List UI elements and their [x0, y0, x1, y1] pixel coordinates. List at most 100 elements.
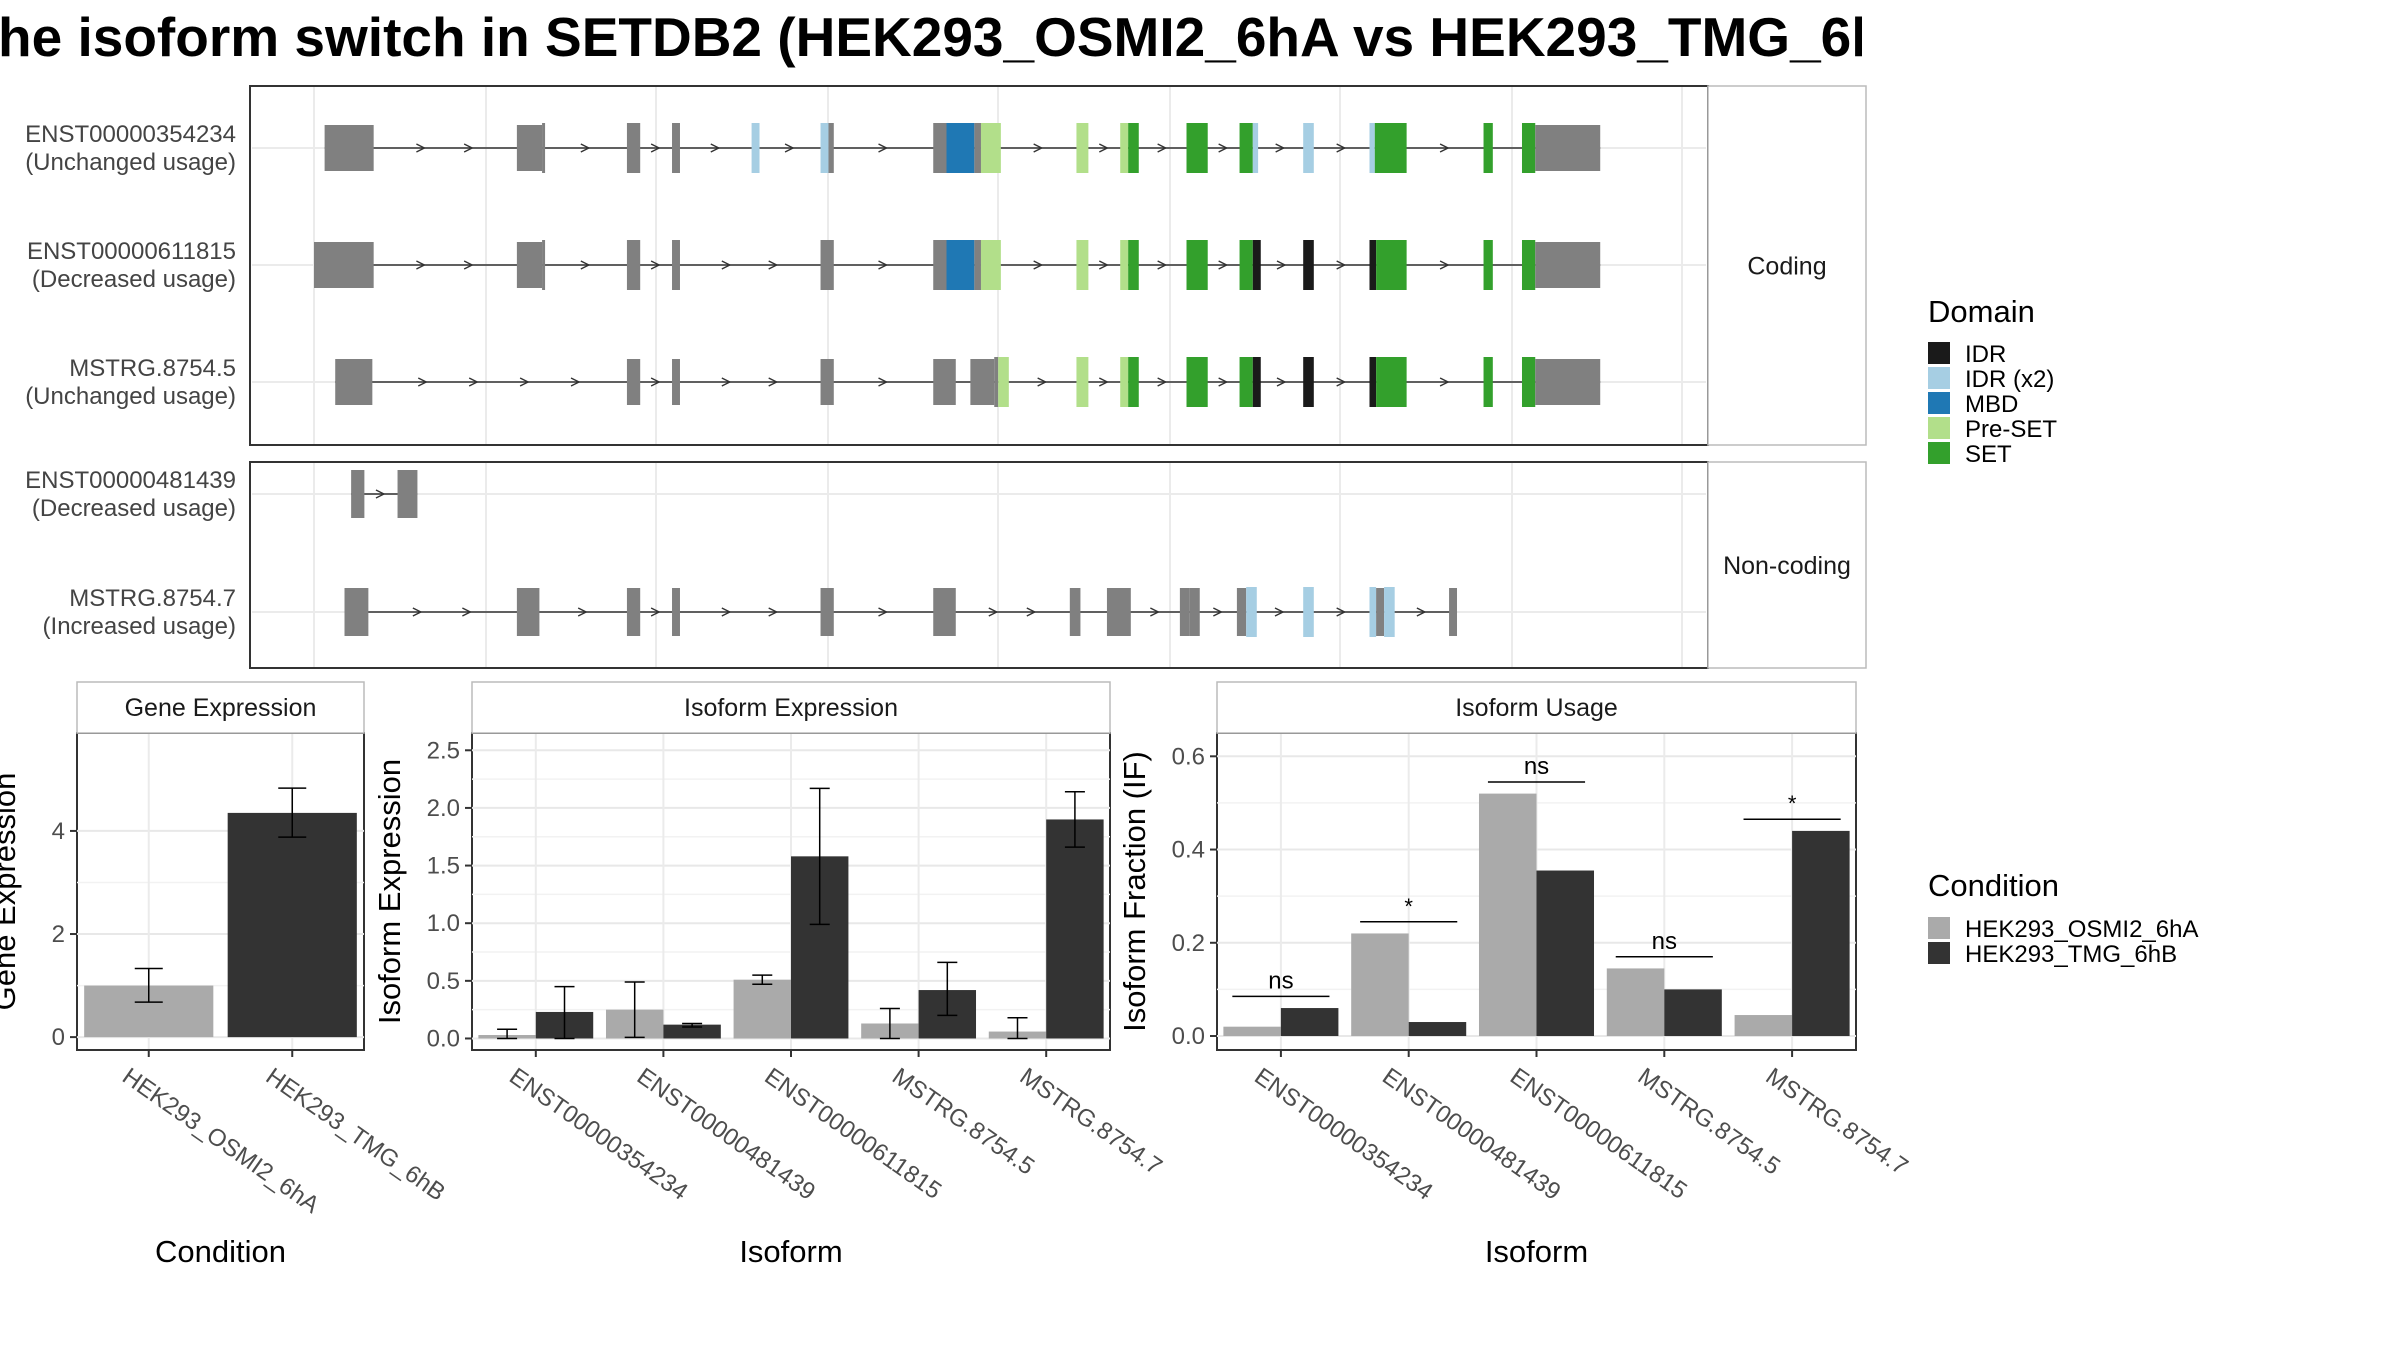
bar — [1536, 870, 1595, 1037]
figure-title: he isoform switch in SETDB2 (HEK293_OSMI… — [0, 6, 1925, 68]
y-tick-label: 2 — [52, 921, 65, 948]
exon-block — [946, 123, 975, 173]
legend-domain-title: Domain — [1928, 294, 2035, 329]
exon-block — [1076, 123, 1089, 173]
exon-block — [980, 240, 1001, 290]
x-tick-label: MSTRG.8754.7 — [1015, 1063, 1167, 1181]
exon-block — [672, 359, 680, 405]
y-tick-label: 0.5 — [427, 968, 460, 995]
exon-block — [626, 359, 641, 405]
intron-arrow — [721, 607, 732, 617]
exon-block — [933, 123, 947, 173]
intron-arrow — [1157, 143, 1168, 153]
transcript-track: ENST00000481439(Decreased usage) — [25, 467, 418, 522]
y-tick-label: 0.6 — [1172, 743, 1205, 770]
exon-block — [344, 588, 369, 636]
exon-block — [1179, 588, 1190, 636]
exon-block — [1376, 357, 1407, 407]
legend-domain-label: MBD — [1965, 391, 2018, 418]
y-axis-label: Isoform Fraction (IF) — [1117, 751, 1152, 1032]
exon-block — [626, 588, 641, 636]
chart-panel: 0.0 0.2 0.4 0.6 Isoform Usage Isoform Fractio… — [1117, 681, 1913, 1269]
legend-swatch — [1928, 442, 1950, 464]
intron-arrow — [768, 260, 779, 270]
bar — [1606, 968, 1665, 1037]
intron-arrow — [1336, 377, 1347, 387]
intron-arrow — [1274, 607, 1285, 617]
exon-block — [933, 359, 956, 405]
intron-arrow — [1157, 377, 1168, 387]
x-axis-label: Isoform — [739, 1234, 842, 1269]
exon-block — [820, 240, 834, 290]
exon-block — [994, 357, 999, 407]
legend-domain-label: SET — [1965, 441, 2012, 468]
intron-arrow — [1213, 607, 1223, 617]
intron-arrow — [988, 607, 999, 617]
intron-arrow — [1276, 260, 1287, 270]
legend-swatch — [1928, 917, 1950, 939]
transcript-track: ENST00000611815(Decreased usage) — [27, 238, 1601, 293]
intron-arrow — [416, 143, 426, 153]
intron-arrow — [577, 607, 588, 617]
intron-arrow — [1439, 260, 1450, 270]
y-tick-label: 0.2 — [1172, 930, 1205, 957]
intron-arrow — [1416, 607, 1427, 617]
panel-strip — [1216, 681, 1857, 734]
intron-arrow — [580, 143, 591, 153]
exon-block — [1303, 240, 1314, 290]
legend-condition-title: Condition — [1928, 868, 2059, 903]
exon-block — [1239, 123, 1253, 173]
intron-arrow — [1037, 377, 1048, 387]
intron-arrow — [570, 377, 581, 387]
y-tick-label: 2.0 — [427, 795, 460, 822]
chart-title: Gene Expression — [125, 694, 317, 722]
intron-arrow — [650, 607, 661, 617]
y-tick-label: 4 — [52, 818, 65, 845]
legend-condition-label: HEK293_TMG_6hB — [1965, 941, 2177, 968]
exon-block — [1369, 587, 1377, 637]
panel-strip — [76, 681, 365, 734]
exon-block — [1186, 357, 1208, 407]
exon-block — [1120, 357, 1129, 407]
exon-block — [1246, 587, 1257, 637]
y-axis-label: Isoform Expression — [372, 759, 407, 1024]
intron-arrow — [878, 607, 889, 617]
exon-block — [946, 240, 975, 290]
exon-block — [1120, 123, 1129, 173]
legend-swatch — [1928, 392, 1950, 414]
y-tick-label: 0.0 — [1172, 1023, 1205, 1050]
y-axis-label: Gene Expression — [0, 773, 22, 1011]
exon-block — [1376, 588, 1385, 636]
intron-arrow — [412, 607, 423, 617]
exon-block — [970, 359, 995, 405]
intron-arrow — [1033, 260, 1044, 270]
exon-block — [1236, 588, 1247, 636]
bar — [1280, 1008, 1339, 1037]
exon-block — [324, 125, 374, 171]
intron-arrow — [768, 377, 779, 387]
legend-swatch — [1928, 342, 1950, 364]
intron-arrow — [784, 143, 795, 153]
intron-arrow — [721, 377, 732, 387]
bar — [1478, 793, 1537, 1037]
exon-block — [351, 470, 365, 518]
intron-arrow — [878, 260, 889, 270]
exon-block — [1120, 240, 1129, 290]
exon-block — [933, 240, 947, 290]
intron-arrow — [1098, 260, 1109, 270]
exon-block — [1521, 123, 1536, 173]
exon-block — [828, 123, 834, 173]
intron-arrow — [1098, 143, 1109, 153]
panel-strip-label: Non-coding — [1723, 552, 1851, 580]
exon-block — [542, 123, 546, 173]
intron-arrow — [878, 143, 889, 153]
intron-arrow — [650, 260, 661, 270]
intron-arrow — [1336, 143, 1347, 153]
exon-block — [1252, 357, 1261, 407]
exon-block — [980, 123, 1001, 173]
bar — [1351, 933, 1409, 1037]
panel-strip — [1707, 85, 1867, 446]
